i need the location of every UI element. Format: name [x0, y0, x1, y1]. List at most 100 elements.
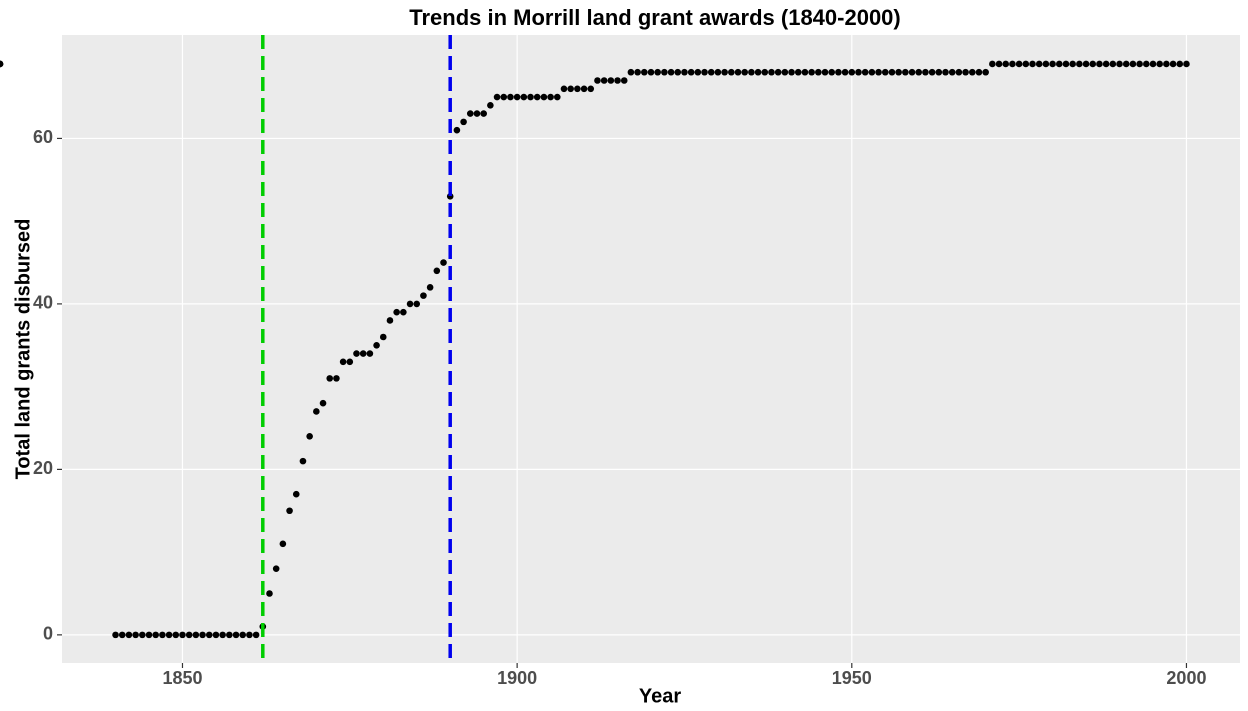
point [239, 631, 247, 639]
point [707, 68, 715, 76]
point [721, 68, 728, 76]
point [868, 68, 876, 76]
point [667, 68, 675, 76]
point [794, 68, 802, 76]
point [112, 631, 119, 639]
point [774, 68, 782, 76]
point [1142, 60, 1150, 68]
point [1183, 60, 1190, 68]
point [975, 68, 983, 76]
point [895, 68, 902, 76]
point [1022, 60, 1030, 68]
point [279, 540, 287, 548]
point [808, 68, 815, 76]
point [962, 68, 969, 76]
point [634, 68, 641, 76]
point [460, 118, 467, 126]
point [1042, 60, 1050, 68]
point [1082, 60, 1090, 68]
point [641, 68, 648, 76]
point [125, 631, 133, 639]
point [908, 68, 916, 76]
point [1163, 60, 1170, 68]
point [373, 341, 380, 349]
point [948, 68, 956, 76]
point [426, 284, 434, 291]
point [567, 85, 574, 93]
x-tick-label: 1950 [832, 668, 872, 688]
x-axis-title: Year [639, 685, 681, 707]
point [500, 93, 508, 101]
point [507, 93, 514, 101]
point [560, 85, 568, 93]
point [319, 399, 327, 407]
point [480, 110, 487, 117]
point [493, 93, 501, 101]
point [1069, 60, 1076, 68]
point [734, 68, 742, 76]
y-axis-title: Total land grants disbursed [12, 219, 34, 480]
point [915, 68, 923, 76]
point [728, 68, 735, 76]
point [199, 631, 206, 639]
point [366, 350, 374, 357]
point [754, 68, 762, 76]
point [212, 631, 220, 639]
point [574, 85, 581, 93]
point [487, 102, 494, 109]
point [393, 308, 400, 316]
point [815, 68, 822, 76]
point [681, 68, 688, 76]
point [473, 110, 481, 117]
point [165, 631, 173, 639]
point [540, 93, 548, 101]
point [594, 77, 601, 84]
point [192, 631, 200, 639]
point [580, 85, 588, 93]
x-tick-label: 2000 [1166, 668, 1206, 688]
point [292, 490, 300, 498]
point [326, 375, 334, 382]
point [359, 350, 367, 357]
point [420, 292, 427, 299]
point [1176, 60, 1184, 68]
point [1156, 60, 1163, 68]
point [694, 68, 702, 76]
point [219, 631, 226, 639]
point [1149, 60, 1157, 68]
point [406, 300, 414, 308]
point [466, 110, 474, 117]
point [1129, 60, 1137, 68]
point [661, 68, 668, 76]
point [339, 358, 347, 366]
point [768, 68, 775, 76]
point [440, 259, 447, 266]
point [701, 68, 708, 76]
point [620, 77, 628, 84]
point [955, 68, 963, 76]
point [547, 93, 554, 101]
point [252, 631, 260, 639]
point [1009, 60, 1016, 68]
point [205, 631, 213, 639]
chart-title: Trends in Morrill land grant awards (184… [409, 5, 901, 30]
point [1109, 60, 1117, 68]
point [232, 631, 240, 639]
point [118, 631, 126, 639]
point [748, 68, 755, 76]
point [1076, 60, 1083, 68]
point [246, 631, 253, 639]
y-tick-label: 0 [43, 624, 53, 644]
point [527, 93, 534, 101]
plot-panel [62, 35, 1240, 663]
point [828, 68, 836, 76]
point [922, 68, 929, 76]
point [145, 631, 153, 639]
point [1102, 60, 1110, 68]
point [272, 565, 280, 572]
point [687, 68, 695, 76]
point [1096, 60, 1103, 68]
point [400, 308, 407, 316]
x-tick-label: 1900 [497, 668, 537, 688]
point [788, 68, 795, 76]
